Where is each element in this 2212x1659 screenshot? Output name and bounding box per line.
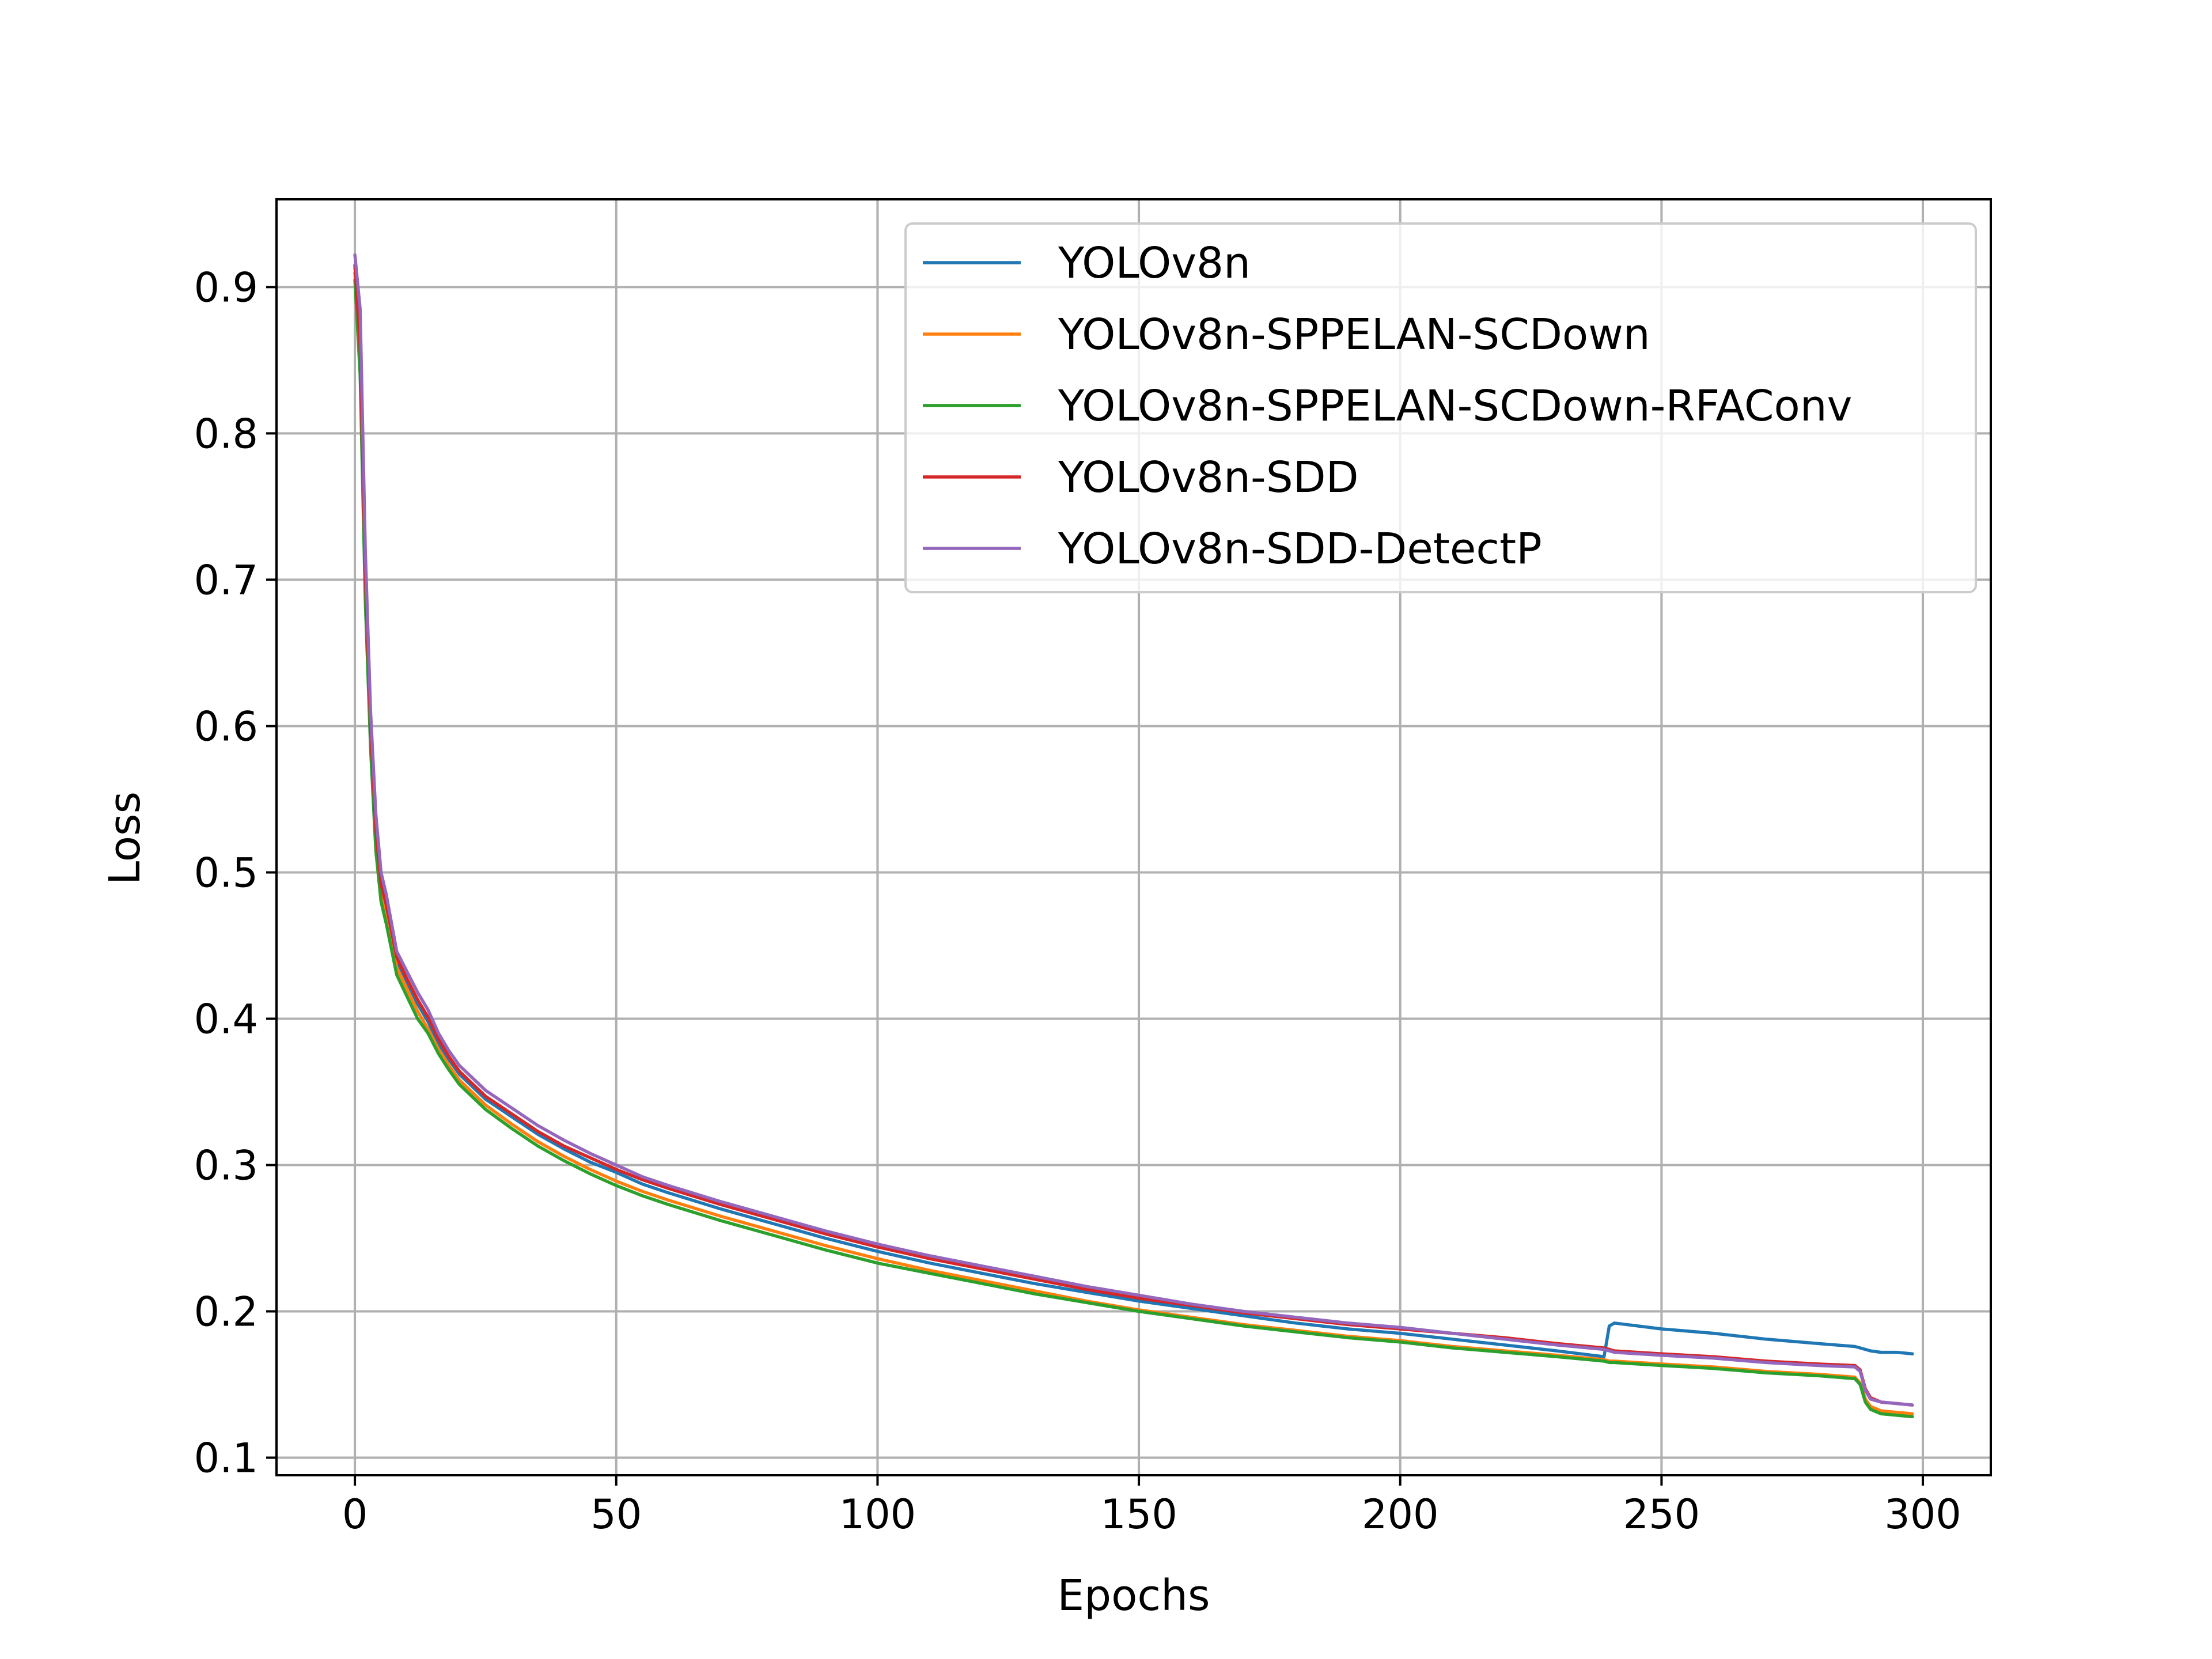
x-tick-label: 300 [1884,1491,1961,1538]
series-line-0 [353,263,1914,1358]
legend-entry: YOLOv8n-SPPELAN-SCDown [1058,310,1650,359]
legend-entry: YOLOv8n [1058,238,1251,288]
y-axis-ticks: 0.1 0.2 0.3 0.4 0.5 0.6 0.7 0.8 0.9 [194,264,276,1482]
legend-entry: YOLOv8n-SDD [1058,453,1359,502]
y-tick-label: 0.4 [194,995,258,1043]
x-axis-ticks: 0 50 100 150 200 250 300 [342,1475,1961,1538]
series-line-2 [353,278,1914,1419]
y-tick-label: 0.1 [194,1435,258,1482]
x-tick-label: 150 [1100,1491,1177,1538]
y-tick-label: 0.3 [194,1142,258,1189]
x-tick-label: 200 [1362,1491,1439,1538]
plot-frame [275,198,1992,1476]
series-line-4 [353,253,1914,1407]
x-tick-label: 0 [342,1491,368,1538]
plot-area [353,253,1914,1419]
legend: YOLOv8n YOLOv8n-SPPELAN-SCDown YOLOv8n-SPP… [904,222,1977,593]
legend-entry: YOLOv8n-SPPELAN-SCDown-RFAConv [1058,381,1852,431]
y-tick-label: 0.7 [194,556,258,604]
x-tick-label: 100 [839,1491,916,1538]
y-tick-label: 0.2 [194,1289,258,1336]
y-axis-label: Loss [100,791,150,885]
x-axis-label: Epochs [1057,1571,1210,1620]
legend-box [904,222,1977,593]
y-tick-label: 0.9 [194,264,258,311]
legend-entry: YOLOv8n-SDD-DetectP [1058,524,1542,574]
y-tick-label: 0.6 [194,703,258,750]
x-tick-label: 50 [590,1491,642,1538]
y-tick-label: 0.5 [194,849,258,896]
y-tick-label: 0.8 [194,410,258,457]
x-tick-label: 250 [1623,1491,1700,1538]
